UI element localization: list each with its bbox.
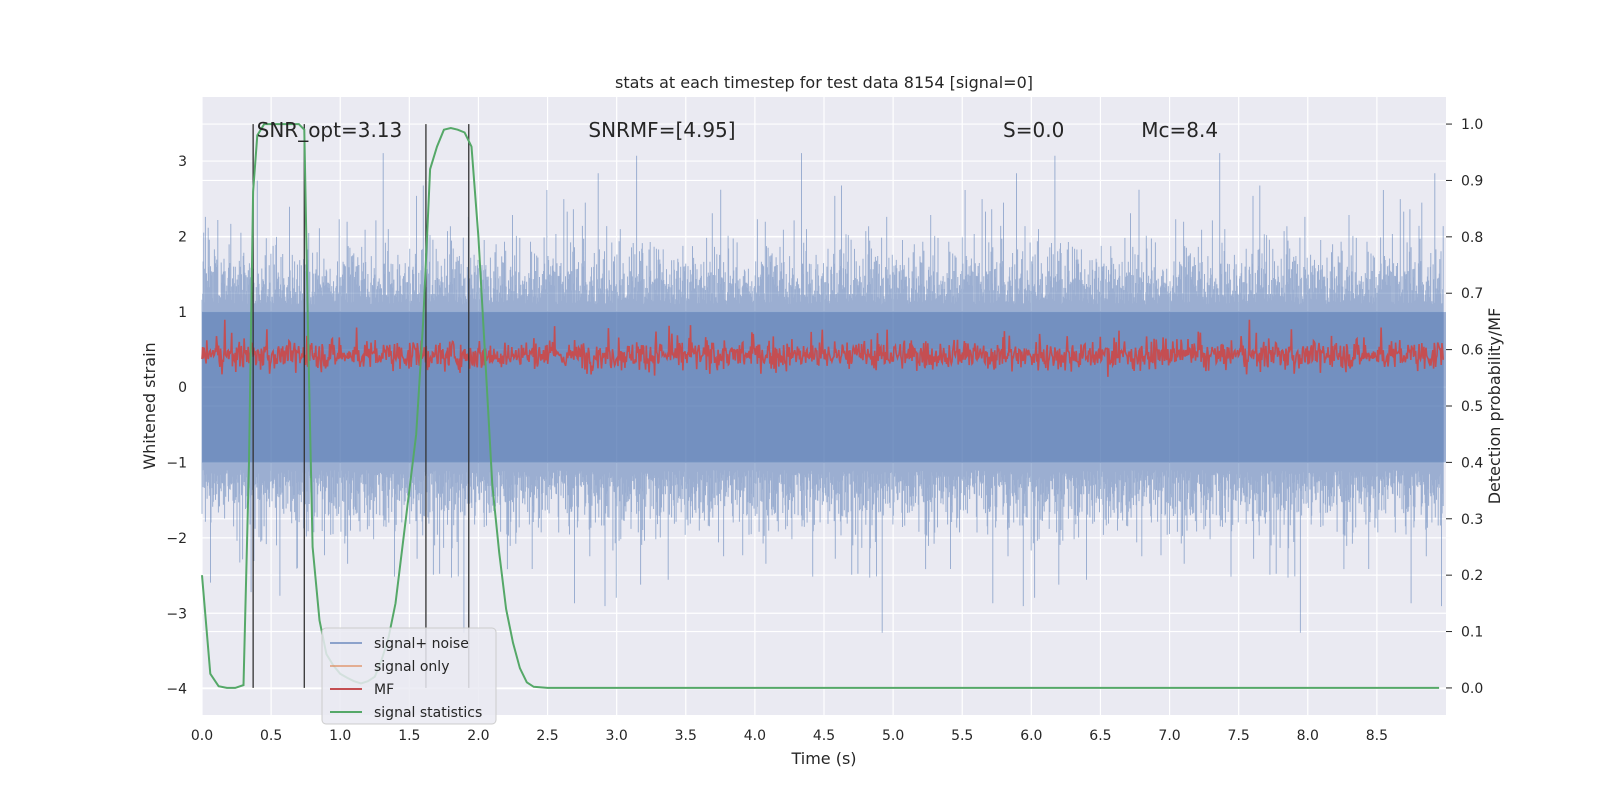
x-tick-label: 3.0	[606, 728, 628, 744]
x-tick-label: 2.0	[467, 728, 489, 744]
y-tick-label: 3	[178, 154, 187, 170]
y-right-tick-label: 1.0	[1461, 117, 1483, 133]
legend-entry: MF	[374, 682, 394, 698]
x-tick-label: 0.0	[191, 728, 213, 744]
y-tick-label: −4	[166, 682, 187, 698]
x-tick-label: 6.0	[1020, 728, 1042, 744]
x-tick-label: 8.5	[1366, 728, 1388, 744]
x-tick-label: 7.5	[1228, 728, 1250, 744]
x-axis-ticks: 0.0 0.5 1.0 1.5 2.0 2.5 3.0 3.5 4.0 4.5 5.0 5.5 6.0 6…	[191, 728, 1388, 744]
y-axis-label: Whitened strain	[140, 342, 159, 469]
y-tick-label: −1	[166, 456, 187, 472]
legend-box	[321, 627, 497, 725]
y-right-tick-label: 0.0	[1461, 681, 1483, 697]
y-right-tick-label: 0.4	[1461, 455, 1483, 471]
x-tick-label: 7.0	[1158, 728, 1180, 744]
annotation-text: Mc=8.4	[1141, 118, 1218, 142]
x-tick-label: 5.5	[951, 728, 973, 744]
signal-noise-core-band	[202, 311, 1446, 463]
y-tick-label: −2	[166, 531, 187, 547]
chart-title: stats at each timestep for test data 815…	[615, 73, 1033, 92]
x-tick-label: 2.5	[536, 728, 558, 744]
annotation-text: SNR_opt=3.13	[257, 118, 403, 142]
y-tick-label: 1	[178, 305, 187, 321]
y-tick-label: 2	[178, 229, 187, 245]
signal-statistics-series	[201, 123, 1440, 689]
y-right-tick-label: 0.6	[1461, 343, 1483, 359]
y-axis-ticks: −4 −3 −2 −1 0 1 2 3	[166, 154, 187, 698]
x-tick-label: 8.0	[1297, 728, 1319, 744]
x-tick-label: 1.0	[329, 728, 351, 744]
series-line-mf	[201, 319, 1444, 377]
series-line-signal-statistics	[201, 123, 1440, 689]
x-tick-label: 1.5	[398, 728, 420, 744]
legend-entry: signal only	[374, 659, 449, 675]
legend-entry: signal statistics	[374, 705, 482, 721]
x-tick-label: 0.5	[260, 728, 282, 744]
x-tick-label: 4.5	[813, 728, 835, 744]
annotation-text: SNRMF=[4.95]	[588, 118, 735, 142]
signal-noise-series	[201, 153, 1446, 633]
y-right-tick-label: 0.8	[1461, 230, 1483, 246]
y-right-tick-label: 0.5	[1461, 399, 1483, 415]
y-right-tick-label: 0.1	[1461, 625, 1483, 641]
legend-entry: signal+ noise	[374, 636, 469, 652]
y-right-tick-label: 0.9	[1461, 173, 1483, 189]
x-tick-label: 3.5	[675, 728, 697, 744]
annotations: SNR_opt=3.13 SNRMF=[4.95] S=0.0 Mc=8.4	[257, 118, 1218, 142]
legend: signal+ noise signal only MF signal statist…	[321, 627, 497, 725]
y-right-tick-label: 0.3	[1461, 512, 1483, 528]
x-tick-label: 5.0	[882, 728, 904, 744]
x-tick-label: 6.5	[1089, 728, 1111, 744]
y-right-tick-label: 0.2	[1461, 568, 1483, 584]
y-tick-label: 0	[178, 380, 187, 396]
y-axis-right-label: Detection probability/MF	[1485, 308, 1504, 505]
mf-series	[201, 319, 1444, 377]
annotation-text: S=0.0	[1003, 118, 1064, 142]
y-right-tick-label: 0.7	[1461, 286, 1483, 302]
x-axis-label: Time (s)	[790, 749, 856, 768]
y-tick-label: −3	[166, 606, 187, 622]
y-axis-right-ticks: 0.0 0.1 0.2 0.3 0.4 0.5 0.6 0.7 0.8 0.9 1.0	[1446, 117, 1483, 697]
x-tick-label: 4.0	[744, 728, 766, 744]
